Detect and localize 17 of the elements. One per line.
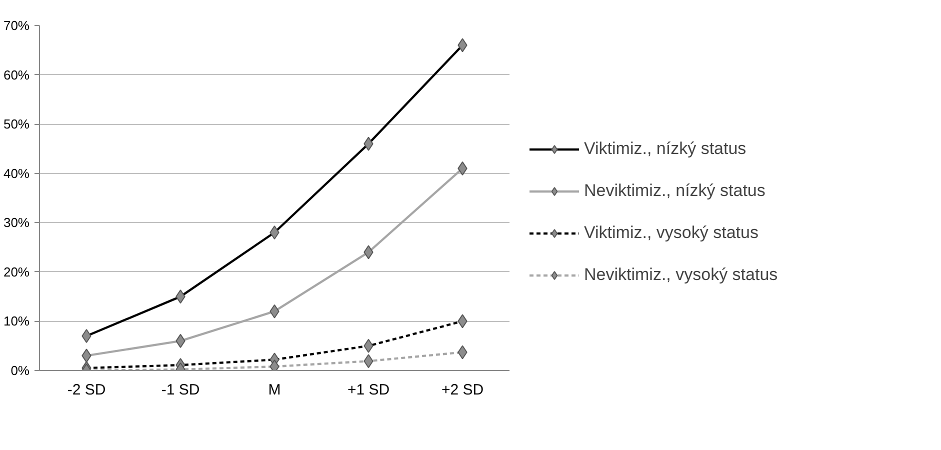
x-tick-label: +2 SD xyxy=(441,382,484,398)
y-tick-label: 60% xyxy=(3,67,30,82)
y-tick-label: 10% xyxy=(3,314,30,329)
x-tick-label: -1 SD xyxy=(161,382,200,398)
y-tick-label: 40% xyxy=(3,166,30,181)
legend-label: Neviktimiz., nízký status xyxy=(584,181,766,201)
y-tick-label: 30% xyxy=(3,215,30,230)
legend-label: Viktimiz., vysoký status xyxy=(584,223,758,243)
y-tick-label: 0% xyxy=(10,363,30,378)
legend-label: Neviktimiz., vysoký status xyxy=(584,265,778,285)
x-tick-label: +1 SD xyxy=(347,382,390,398)
legend-label: Viktimiz., nízký status xyxy=(584,139,746,159)
y-tick-label: 70% xyxy=(3,18,30,33)
y-tick-label: 20% xyxy=(3,264,30,280)
x-tick-label: M xyxy=(268,382,281,398)
x-tick-label: -2 SD xyxy=(67,382,106,398)
y-tick-label: 50% xyxy=(3,116,30,132)
